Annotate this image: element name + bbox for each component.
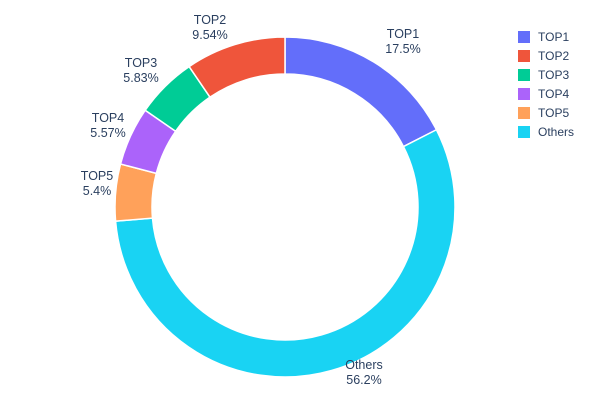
legend-item-top1[interactable]: TOP1: [518, 27, 574, 46]
legend-swatch-icon: [518, 30, 530, 43]
legend-swatch-icon: [518, 68, 530, 81]
legend-swatch-icon: [518, 49, 530, 62]
donut-slice-top2[interactable]: [188, 36, 286, 99]
legend-swatch-icon: [518, 125, 530, 138]
legend-item-top5[interactable]: TOP5: [518, 103, 574, 122]
legend-label: TOP3: [538, 67, 570, 82]
slice-label-top4: TOP4 5.57%: [90, 111, 125, 140]
slice-label-top5: TOP5 5.4%: [81, 169, 113, 198]
slice-label-top1: TOP1 17.5%: [385, 27, 420, 56]
slice-label-others: Others 56.2%: [345, 358, 383, 387]
legend-item-others[interactable]: Others: [518, 122, 574, 141]
legend-label: TOP1: [538, 29, 570, 44]
legend-label: Others: [538, 124, 575, 139]
legend-swatch-icon: [518, 87, 530, 100]
legend-item-top3[interactable]: TOP3: [518, 65, 574, 84]
legend-swatch-icon: [518, 106, 530, 119]
legend-label: TOP4: [538, 86, 570, 101]
legend-label: TOP2: [538, 48, 570, 63]
legend: TOP1 TOP2 TOP3 TOP4 TOP5 Others: [518, 27, 574, 141]
donut-slice-others[interactable]: [114, 128, 456, 378]
legend-item-top4[interactable]: TOP4: [518, 84, 574, 103]
donut-slice-top5[interactable]: [114, 163, 158, 222]
slice-label-top3: TOP3 5.83%: [123, 56, 158, 85]
slice-label-top2: TOP2 9.54%: [192, 13, 227, 42]
legend-item-top2[interactable]: TOP2: [518, 46, 574, 65]
legend-label: TOP5: [538, 105, 570, 120]
